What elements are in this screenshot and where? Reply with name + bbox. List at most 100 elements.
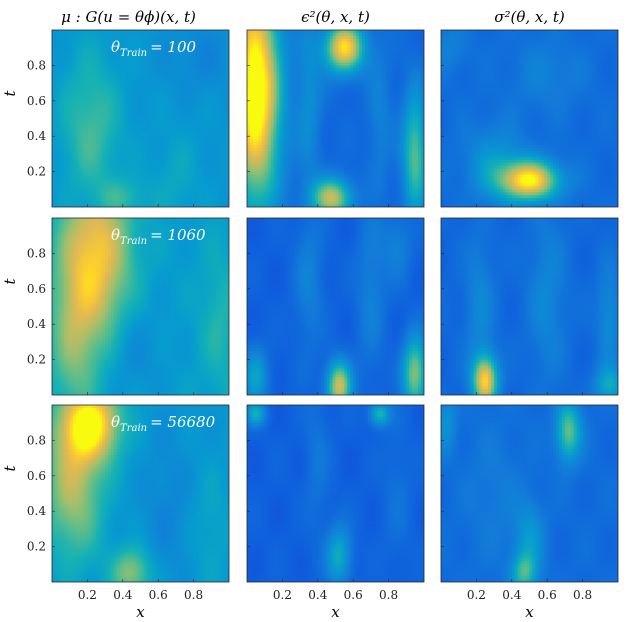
heatmap-cell — [125, 183, 130, 187]
heatmap-cell — [75, 130, 80, 134]
heatmap-cell — [60, 162, 65, 167]
heatmap-cell — [105, 189, 109, 193]
heatmap-cell — [170, 204, 174, 207]
heatmap-cell — [140, 44, 145, 49]
heatmap-cell — [220, 133, 224, 137]
heatmap-cell — [258, 35, 263, 40]
heatmap-cell — [125, 91, 130, 96]
heatmap-cell — [252, 62, 257, 66]
heatmap-cell — [308, 145, 313, 149]
heatmap-cell — [276, 83, 281, 87]
heatmap-cell — [211, 183, 215, 187]
heatmap-cell — [96, 91, 100, 96]
heatmap-cell — [270, 80, 275, 84]
heatmap-cell — [93, 50, 97, 55]
heatmap-cell — [57, 32, 62, 37]
heatmap-cell — [137, 41, 142, 46]
heatmap-cell — [178, 139, 183, 143]
heatmap-cell — [134, 198, 139, 202]
heatmap-cell — [72, 168, 77, 173]
heatmap-cell — [175, 192, 180, 196]
heatmap-cell — [131, 50, 136, 55]
heatmap-cell — [249, 183, 254, 187]
heatmap-cell — [184, 38, 189, 43]
heatmap-cell — [161, 109, 165, 114]
heatmap-cell — [223, 136, 227, 140]
heatmap-cell — [181, 106, 186, 111]
heatmap-cell — [199, 59, 204, 64]
heatmap-cell — [193, 133, 198, 137]
heatmap-cell — [288, 74, 292, 78]
heatmap-cell — [134, 59, 139, 64]
heatmap-cell — [90, 74, 94, 78]
heatmap-cell — [128, 30, 133, 34]
heatmap-cell — [199, 201, 204, 205]
heatmap-cell — [140, 130, 145, 134]
heatmap-cell — [108, 124, 112, 128]
heatmap-cell — [187, 74, 192, 78]
heatmap-cell — [60, 180, 65, 184]
heatmap-cell — [140, 162, 145, 167]
heatmap-cell — [143, 65, 147, 69]
heatmap-cell — [255, 124, 260, 128]
heatmap-cell — [54, 142, 59, 146]
heatmap-cell — [255, 189, 260, 193]
heatmap-cell — [258, 127, 263, 131]
heatmap-cell — [170, 165, 174, 170]
heatmap-cell — [54, 59, 59, 64]
heatmap-cell — [149, 136, 153, 140]
heatmap-cell — [170, 171, 174, 176]
heatmap-cell — [190, 127, 195, 131]
heatmap-cell — [161, 86, 165, 90]
heatmap-cell — [202, 30, 206, 34]
heatmap-cell — [125, 53, 130, 58]
heatmap-cell — [247, 145, 251, 149]
heatmap-cell — [170, 124, 174, 128]
heatmap-cell — [297, 47, 301, 52]
heatmap-cell — [78, 62, 83, 66]
heatmap-cell — [119, 38, 124, 43]
heatmap-cell — [87, 142, 91, 146]
heatmap-cell — [170, 56, 174, 61]
heatmap-cell — [208, 165, 212, 170]
heatmap-cell — [87, 121, 91, 125]
heatmap-cell — [66, 153, 71, 158]
heatmap-cell — [303, 71, 307, 75]
heatmap-cell — [217, 103, 221, 108]
heatmap-cell — [249, 94, 254, 99]
heatmap-cell — [308, 100, 313, 105]
heatmap-cell — [196, 186, 201, 190]
heatmap-cell — [279, 100, 283, 105]
heatmap-cell — [285, 121, 289, 125]
heatmap-cell — [172, 50, 177, 55]
heatmap-cell — [105, 83, 109, 87]
heatmap-cell — [105, 30, 109, 34]
heatmap-cell — [111, 77, 115, 81]
heatmap-cell — [184, 153, 189, 158]
heatmap-cell — [247, 35, 251, 40]
heatmap-cell — [282, 74, 286, 78]
heatmap-cell — [178, 130, 183, 134]
heatmap-cell — [102, 112, 106, 117]
heatmap-cell — [81, 86, 86, 90]
heatmap-cell — [273, 189, 278, 193]
heatmap-cell — [102, 148, 106, 152]
heatmap-cell — [96, 133, 100, 137]
heatmap-cell — [214, 204, 218, 207]
heatmap-cell — [116, 168, 121, 173]
heatmap-cell — [247, 171, 251, 176]
heatmap-cell — [164, 30, 168, 34]
heatmap-cell — [69, 97, 74, 102]
heatmap-cell — [113, 38, 118, 43]
heatmap-cell — [93, 130, 97, 134]
heatmap-cell — [102, 89, 106, 93]
heatmap-cell — [247, 68, 251, 72]
heatmap-cell — [249, 53, 254, 58]
heatmap-cell — [308, 74, 313, 78]
heatmap-cell — [220, 65, 224, 69]
heatmap-cell — [122, 68, 127, 72]
heatmap-cell — [119, 53, 124, 58]
heatmap-cell — [226, 103, 229, 108]
heatmap-cell — [60, 115, 65, 120]
heatmap-cell — [152, 162, 156, 167]
